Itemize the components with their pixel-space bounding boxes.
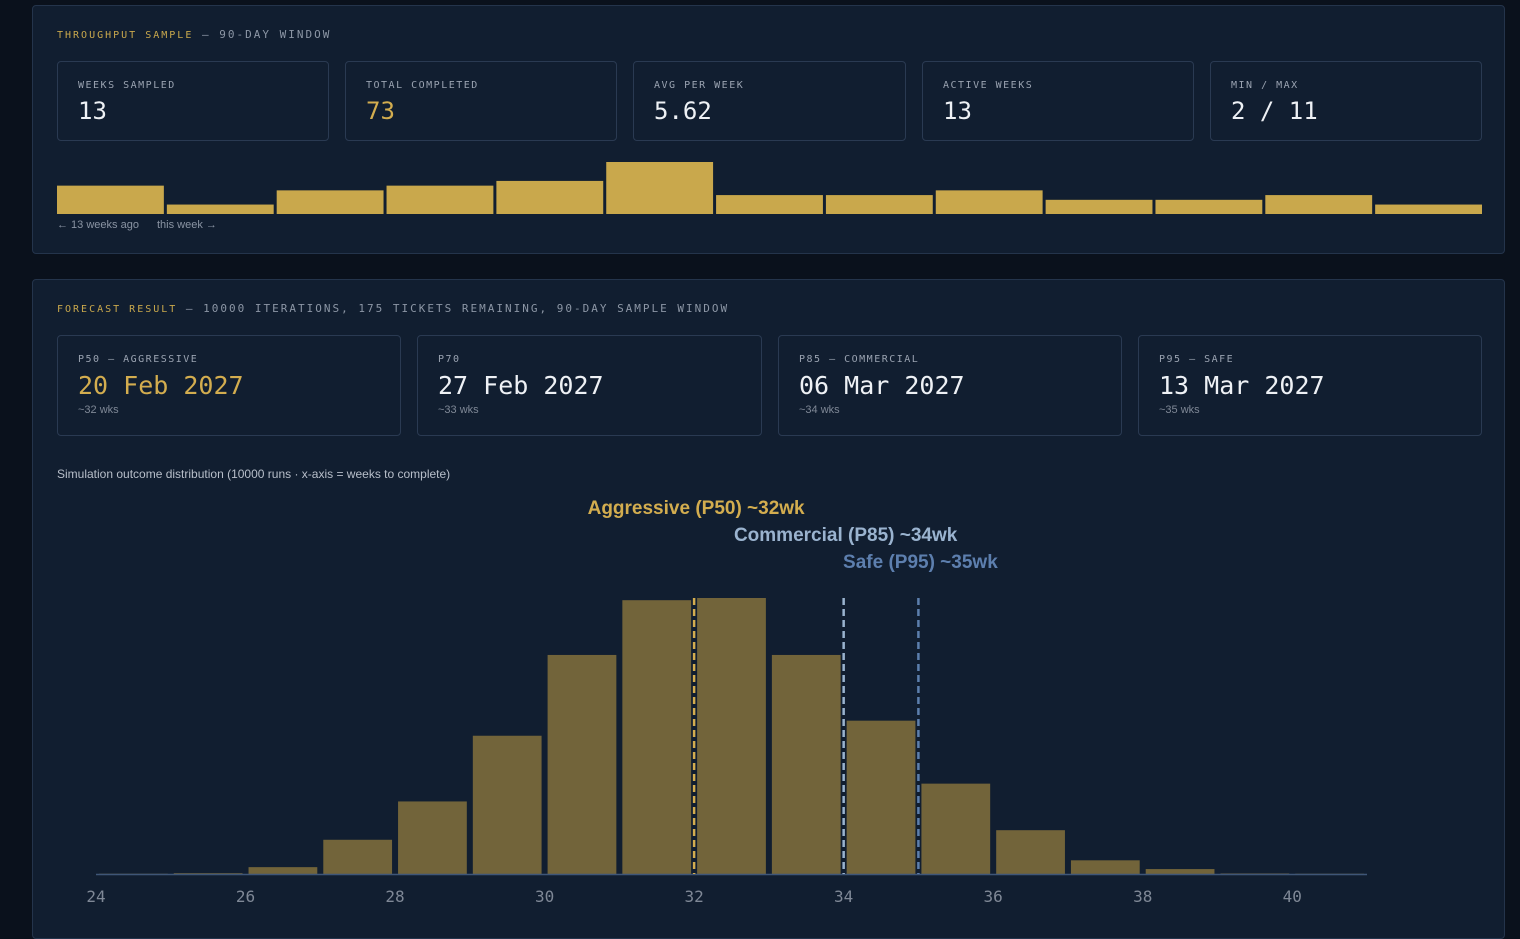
sparkline-caption-left: ← 13 weeks ago xyxy=(57,219,139,231)
throughput-week-bar xyxy=(1265,195,1372,214)
x-tick-label: 34 xyxy=(834,887,853,906)
throughput-week-bar xyxy=(1155,200,1262,214)
stat-card-total-completed: TOTAL COMPLETED 73 xyxy=(345,61,617,141)
histogram-bar xyxy=(249,867,318,874)
stat-value: 2 / 11 xyxy=(1231,97,1318,125)
stat-label: TOTAL COMPLETED xyxy=(366,80,479,91)
histogram-bar xyxy=(323,840,392,874)
x-tick-label: 32 xyxy=(684,887,703,906)
throughput-week-bar xyxy=(1375,205,1482,214)
x-tick-label: 40 xyxy=(1283,887,1302,906)
histogram-bar xyxy=(473,736,542,874)
histogram-bar xyxy=(1146,869,1215,874)
stat-label: MIN / MAX xyxy=(1231,80,1299,91)
throughput-week-bar xyxy=(826,195,933,214)
throughput-week-bar xyxy=(936,190,1043,214)
x-tick-label: 38 xyxy=(1133,887,1152,906)
stat-card-weeks-sampled: WEEKS SAMPLED 13 xyxy=(57,61,329,141)
throughput-week-bar xyxy=(716,195,823,214)
throughput-sparkline xyxy=(57,158,1482,214)
outcome-histogram: 24 26 28 30 32 34 36 38 40 Aggressive (P50) ~32wk… xyxy=(33,280,1506,919)
stat-value: 5.62 xyxy=(654,97,712,125)
histogram-bar xyxy=(996,830,1065,874)
histogram-bar xyxy=(772,655,841,874)
throughput-heading-accent: THROUGHPUT SAMPLE xyxy=(57,30,193,41)
throughput-week-bar xyxy=(1046,200,1153,214)
stat-card-avg-per-week: AVG PER WEEK 5.62 xyxy=(633,61,906,141)
throughput-week-bar xyxy=(57,186,164,214)
stat-label: AVG PER WEEK xyxy=(654,80,744,91)
stat-value: 13 xyxy=(78,97,107,125)
histogram-bar xyxy=(622,600,691,874)
histogram-bar xyxy=(398,801,467,874)
stat-value: 73 xyxy=(366,97,395,125)
histogram-bar xyxy=(921,784,990,874)
x-tick-label: 24 xyxy=(86,887,105,906)
stat-label: ACTIVE WEEKS xyxy=(943,80,1033,91)
x-tick-label: 36 xyxy=(984,887,1003,906)
stat-card-active-weeks: ACTIVE WEEKS 13 xyxy=(922,61,1194,141)
x-tick-label: 28 xyxy=(385,887,404,906)
throughput-heading: THROUGHPUT SAMPLE — 90-DAY WINDOW xyxy=(57,28,331,41)
throughput-panel: THROUGHPUT SAMPLE — 90-DAY WINDOW WEEKS … xyxy=(32,5,1505,254)
histogram-bar xyxy=(847,721,916,874)
throughput-week-bar xyxy=(606,162,713,214)
sparkline-caption-right: this week → xyxy=(157,219,217,231)
percentile-marker-label: Commercial (P85) ~34wk xyxy=(734,525,958,546)
throughput-week-bar xyxy=(387,186,494,214)
histogram-bar xyxy=(697,598,766,874)
percentile-marker-label: Aggressive (P50) ~32wk xyxy=(588,498,805,519)
x-tick-label: 26 xyxy=(236,887,255,906)
histogram-bar xyxy=(548,655,617,874)
percentile-marker-label: Safe (P95) ~35wk xyxy=(843,552,998,573)
throughput-week-bar xyxy=(277,190,384,214)
stat-label: WEEKS SAMPLED xyxy=(78,80,176,91)
stat-value: 13 xyxy=(943,97,972,125)
histogram-bar xyxy=(1071,860,1140,874)
x-tick-label: 30 xyxy=(535,887,554,906)
throughput-week-bar xyxy=(496,181,603,214)
forecast-panel: FORECAST RESULT — 10000 ITERATIONS, 175 … xyxy=(32,279,1505,939)
throughput-week-bar xyxy=(167,205,274,214)
throughput-heading-rest: — 90-DAY WINDOW xyxy=(193,28,331,41)
stat-card-min-max: MIN / MAX 2 / 11 xyxy=(1210,61,1482,141)
